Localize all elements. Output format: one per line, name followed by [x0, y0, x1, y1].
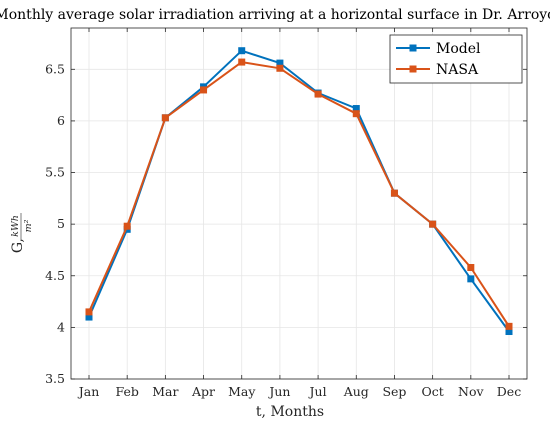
x-tick-label: Mar [152, 384, 178, 399]
x-tick-label: Aug [343, 384, 369, 399]
data-point-marker [314, 90, 322, 98]
x-tick-label: Jan [77, 384, 100, 399]
x-axis-label: t, Months [256, 404, 324, 420]
data-point-marker [429, 220, 437, 228]
legend: Model NASA [389, 34, 523, 84]
data-point-marker [85, 313, 93, 321]
legend-marker [409, 65, 417, 73]
chart-title: Monthly average solar irradiation arrivi… [0, 7, 550, 23]
axis-ticks: Jan Feb Mar Apr May Jun Jul Aug Sep Oct Nov Dec 3.5 4… [45, 28, 527, 399]
y-tick-label: 3.5 [45, 371, 65, 386]
x-tick-label: Dec [497, 384, 521, 399]
data-point-marker [352, 105, 360, 113]
y-tick-label: 5.5 [45, 165, 65, 180]
data-point-marker [467, 264, 475, 272]
data-point-marker [505, 322, 513, 330]
series-line [88, 49, 510, 333]
x-tick-label: Jul [308, 384, 327, 399]
x-tick-label: May [228, 384, 256, 399]
data-point-marker [123, 222, 131, 230]
y-axis-label-numerator: kWh [10, 215, 21, 237]
y-tick-label: 4.5 [45, 268, 65, 283]
x-tick-label: Nov [458, 384, 484, 399]
data-point-marker [200, 86, 208, 94]
data-point-marker [238, 58, 246, 66]
x-tick-label: Apr [191, 384, 215, 399]
series-line [88, 61, 510, 327]
data-point-marker [390, 189, 398, 197]
data-point-marker [505, 328, 513, 336]
legend-label: NASA [436, 62, 479, 78]
series-nasa [85, 58, 513, 330]
legend-label: Model [436, 41, 481, 57]
legend-marker [409, 44, 417, 52]
y-axis-label-denominator: m² [23, 219, 34, 232]
x-tick-label: Feb [115, 384, 138, 399]
series-lines [85, 47, 513, 336]
data-point-marker [276, 64, 284, 72]
y-tick-label: 6 [57, 113, 65, 128]
y-axis-label: G, kWh m² [10, 213, 34, 253]
x-tick-label: Jun [267, 384, 290, 399]
data-point-marker [161, 114, 169, 122]
y-axis-label-prefix: G, [10, 238, 26, 253]
data-point-marker [85, 308, 93, 316]
y-tick-label: 4 [57, 319, 65, 334]
plot-frame [70, 27, 528, 380]
x-tick-label: Oct [421, 384, 443, 399]
data-point-marker [467, 275, 475, 283]
data-point-marker [276, 59, 284, 67]
x-tick-label: Sep [382, 384, 406, 399]
y-tick-label: 5 [57, 216, 65, 231]
series-model [85, 47, 513, 336]
legend-box [389, 34, 523, 84]
y-tick-label: 6.5 [45, 61, 65, 76]
data-point-marker [352, 110, 360, 118]
data-point-marker [238, 47, 246, 55]
